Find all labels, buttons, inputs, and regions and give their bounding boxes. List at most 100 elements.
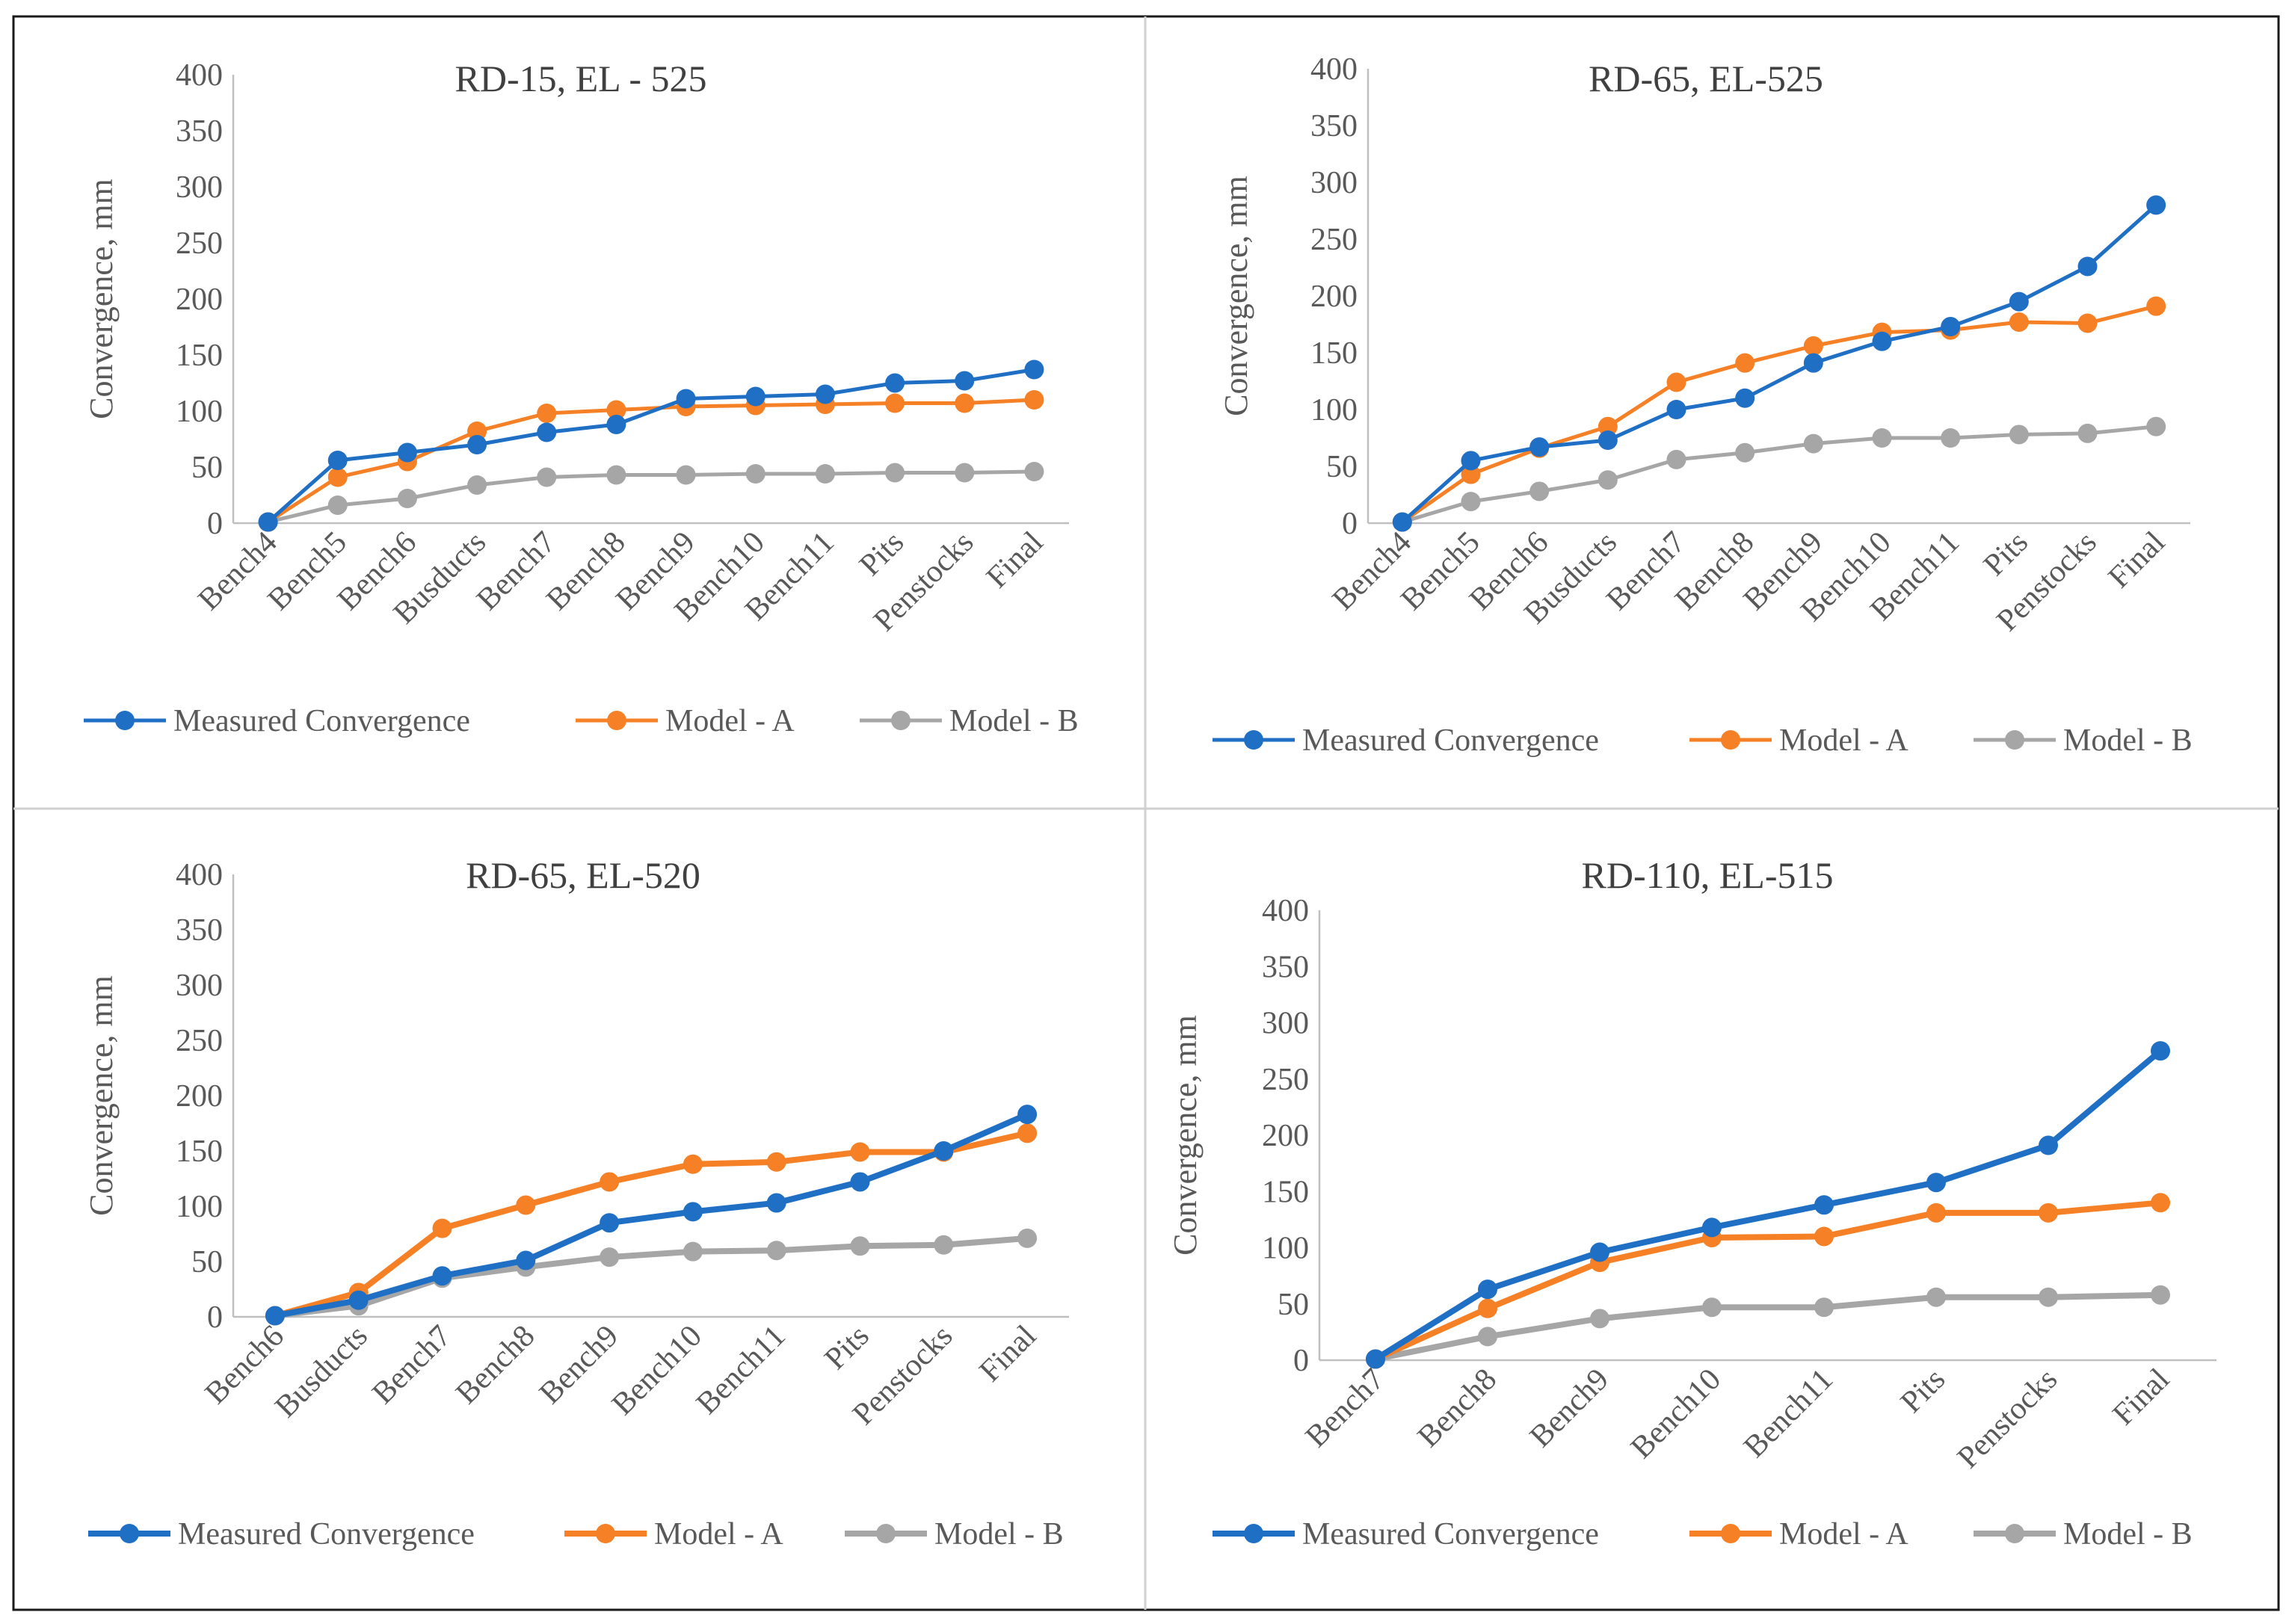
legend-label: Model - A <box>1779 1517 1908 1552</box>
data-point <box>327 467 348 487</box>
y-tick-label: 200 <box>176 282 223 317</box>
legend-item-model-b: Model - B <box>845 1517 1064 1552</box>
data-point <box>1803 336 1823 356</box>
data-point <box>606 415 626 434</box>
model-b-series <box>258 462 1044 532</box>
y-tick-label: 0 <box>207 507 223 541</box>
y-tick-label: 350 <box>1310 109 1358 143</box>
data-point <box>1941 428 1961 448</box>
y-tick-label: 0 <box>1293 1344 1309 1378</box>
y-tick-label: 50 <box>191 1245 223 1279</box>
data-point <box>2039 1135 2058 1155</box>
series-line <box>1401 203 2157 524</box>
data-point <box>1666 449 1686 469</box>
legend-marker <box>2005 730 2024 750</box>
data-point <box>766 1193 786 1213</box>
legend: Measured Convergence Model - A Model - B <box>1213 1517 2193 1552</box>
series-line <box>1373 1049 2163 1362</box>
data-point <box>885 393 905 413</box>
data-point <box>516 1250 536 1271</box>
y-tick-label: 150 <box>176 339 223 373</box>
y-tick-label: 400 <box>1310 52 1358 87</box>
data-point <box>600 1172 620 1192</box>
data-point <box>766 1152 786 1172</box>
data-point <box>955 393 975 413</box>
legend-marker <box>876 1524 896 1543</box>
data-point <box>1024 359 1044 380</box>
data-point <box>2077 256 2098 277</box>
y-tick-label: 200 <box>1310 280 1358 314</box>
data-point <box>265 1306 285 1326</box>
data-point <box>766 1241 786 1261</box>
data-point <box>683 1241 703 1262</box>
data-point <box>676 389 696 409</box>
series-line <box>267 469 1035 524</box>
data-point <box>537 404 557 423</box>
data-point <box>1702 1217 1722 1238</box>
chart-title: RD-110, EL-515 <box>1582 854 1834 896</box>
legend-label: Model - A <box>1779 723 1908 758</box>
y-tick-label: 100 <box>1310 393 1358 427</box>
data-point <box>348 1290 369 1310</box>
measured-series <box>1366 1041 2170 1369</box>
series-line <box>1375 1291 2161 1362</box>
legend-item-model-b: Model - B <box>860 704 1079 738</box>
data-point <box>1478 1298 1497 1318</box>
measured-series <box>258 359 1044 532</box>
legend-marker <box>1244 730 1263 750</box>
y-tick-label: 300 <box>1262 1007 1309 1041</box>
data-point <box>1814 1297 1834 1318</box>
data-point <box>1598 430 1618 451</box>
data-point <box>1017 1228 1038 1248</box>
legend-item-measured: Measured Convergence <box>1213 723 1599 758</box>
data-point <box>432 1218 452 1238</box>
y-tick-label: 400 <box>176 858 223 892</box>
legend-marker <box>1244 1524 1263 1543</box>
data-point <box>885 373 905 393</box>
data-point <box>1529 437 1550 457</box>
data-point <box>2009 424 2029 445</box>
legend-item-model-b: Model - B <box>1974 723 2193 758</box>
legend-item-model-b: Model - B <box>1974 1517 2193 1552</box>
y-tick-label: 100 <box>176 395 223 429</box>
data-point <box>327 495 348 515</box>
legend-item-model-a: Model - A <box>1689 1517 1908 1552</box>
data-point <box>745 386 765 407</box>
data-point <box>1735 353 1755 373</box>
data-point <box>397 489 417 508</box>
data-point <box>676 465 696 485</box>
y-axis-title: Convergence, mm <box>1167 1015 1204 1256</box>
y-tick-label: 400 <box>176 58 223 93</box>
data-point <box>606 465 626 485</box>
y-tick-label: 200 <box>176 1079 223 1114</box>
data-point <box>2151 1193 2170 1213</box>
legend-item-model-a: Model - A <box>1689 723 1908 758</box>
data-point <box>2151 1285 2170 1305</box>
y-tick-label: 100 <box>176 1190 223 1224</box>
y-tick-label: 300 <box>1310 166 1358 200</box>
data-point <box>815 384 835 404</box>
y-tick-label: 150 <box>1262 1175 1309 1209</box>
data-point <box>683 1154 703 1174</box>
legend-label: Measured Convergence <box>173 704 470 738</box>
legend-marker <box>1721 1524 1740 1543</box>
data-point <box>1814 1226 1834 1247</box>
series-line <box>267 398 1035 524</box>
data-point <box>1461 492 1481 512</box>
data-point <box>1461 451 1481 471</box>
data-point <box>850 1236 870 1256</box>
data-point <box>516 1195 536 1215</box>
data-point <box>1392 512 1412 532</box>
data-point <box>1926 1287 1946 1307</box>
data-point <box>467 475 487 495</box>
chart-panel-rd15-el525: RD-15, EL - 525 0 50 100 150 200 250 300 350 400… <box>83 58 1079 738</box>
data-point <box>885 463 905 483</box>
y-tick-label: 0 <box>207 1300 223 1335</box>
data-point <box>1926 1173 1946 1193</box>
data-point <box>327 451 348 470</box>
data-point <box>537 467 557 487</box>
y-tick-label: 300 <box>176 969 223 1003</box>
series-line <box>274 1130 1028 1319</box>
data-point <box>1666 372 1686 392</box>
